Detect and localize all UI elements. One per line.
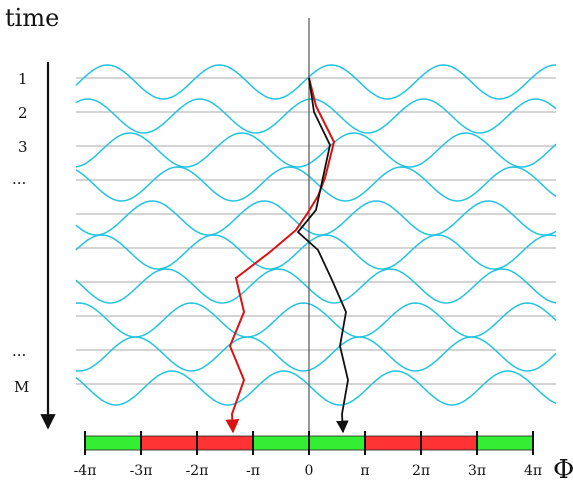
phase-tick-label: 4π <box>524 463 542 479</box>
wave-curve <box>75 98 557 134</box>
phase-tick-label: 2π <box>412 463 430 479</box>
row-label-ellipsis-top: ... <box>12 170 26 188</box>
row-label-1: 1 <box>18 70 28 88</box>
wave-curve <box>75 302 557 338</box>
row-label-m: M <box>14 378 29 396</box>
wave-curve <box>75 132 557 168</box>
phase-tick-label: -π <box>246 463 260 479</box>
phase-band-ticks <box>84 431 534 455</box>
sine-waves <box>75 64 557 406</box>
phase-tick-label: π <box>360 463 369 479</box>
phase-tick-label: -3π <box>130 463 153 479</box>
wave-curve <box>75 64 557 100</box>
time-axis-label: time <box>5 4 59 32</box>
black-trajectory <box>296 77 349 434</box>
red-trajectory <box>225 77 336 434</box>
row-label-2: 2 <box>18 104 28 122</box>
phase-tick-labels: -4π -3π -2π -π 0 π 2π 3π 4π <box>74 463 542 479</box>
phase-band-segment <box>477 436 533 450</box>
row-label-ellipsis-bottom: ... <box>12 342 26 360</box>
wave-curve <box>75 234 557 270</box>
phase-band-segment <box>85 436 141 450</box>
row-grid-lines <box>76 77 556 385</box>
phase-tick-label: 3π <box>468 463 486 479</box>
wave-curve <box>75 370 557 406</box>
wave-curve <box>75 336 557 372</box>
phase-axis-label: Φ <box>553 455 573 485</box>
wave-curve <box>75 268 557 304</box>
row-label-3: 3 <box>18 138 28 156</box>
phase-tick-label: -2π <box>186 463 209 479</box>
wave-curve <box>75 166 557 202</box>
phase-tick-label: 0 <box>305 463 314 479</box>
wave-curve <box>75 200 557 236</box>
phase-tick-label: -4π <box>74 463 97 479</box>
